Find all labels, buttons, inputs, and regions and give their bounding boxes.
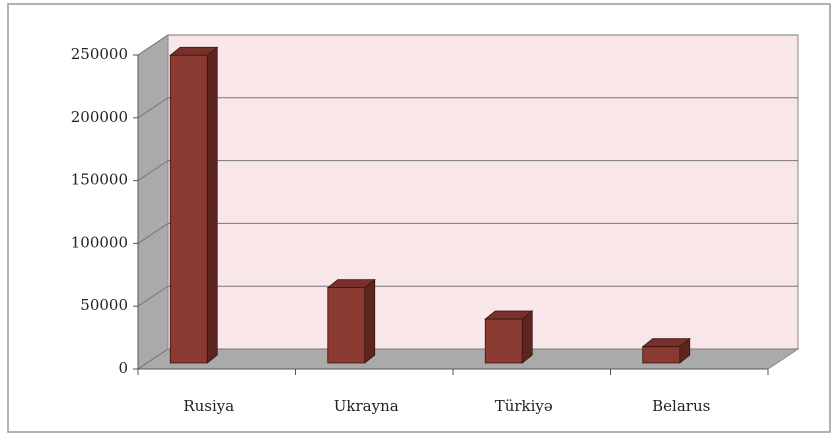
bar-side	[364, 278, 376, 364]
side-wall	[137, 34, 169, 370]
bar-front	[169, 54, 208, 364]
grid-line	[137, 348, 798, 370]
back-wall	[167, 34, 799, 350]
grid-line	[137, 160, 798, 182]
bar	[484, 310, 534, 364]
x-tick-label: Belarus	[652, 397, 710, 415]
bar-front	[327, 287, 366, 364]
bar-front	[642, 346, 681, 364]
floor	[136, 348, 800, 370]
bar	[169, 46, 219, 364]
bar	[326, 278, 376, 364]
x-tick-label: Rusiya	[183, 397, 234, 415]
x-tick-label: Türkiyə	[495, 397, 553, 415]
x-tick-label: Ukrayna	[334, 397, 399, 415]
y-tick-label: 0	[118, 359, 128, 377]
y-tick-label: 100000	[71, 233, 128, 251]
bar-side	[206, 46, 218, 364]
grid-line	[137, 97, 798, 119]
bar-front	[484, 318, 523, 364]
y-tick-label: 250000	[71, 45, 128, 63]
grid-line	[137, 34, 798, 56]
y-tick-label: 200000	[71, 108, 128, 126]
grid-line	[137, 222, 798, 244]
label-box	[164, 391, 253, 425]
bar-side	[521, 310, 533, 364]
y-tick-label: 150000	[71, 171, 128, 189]
y-tick-label: 50000	[80, 296, 128, 314]
bar	[641, 337, 691, 364]
grid-line	[137, 285, 798, 307]
